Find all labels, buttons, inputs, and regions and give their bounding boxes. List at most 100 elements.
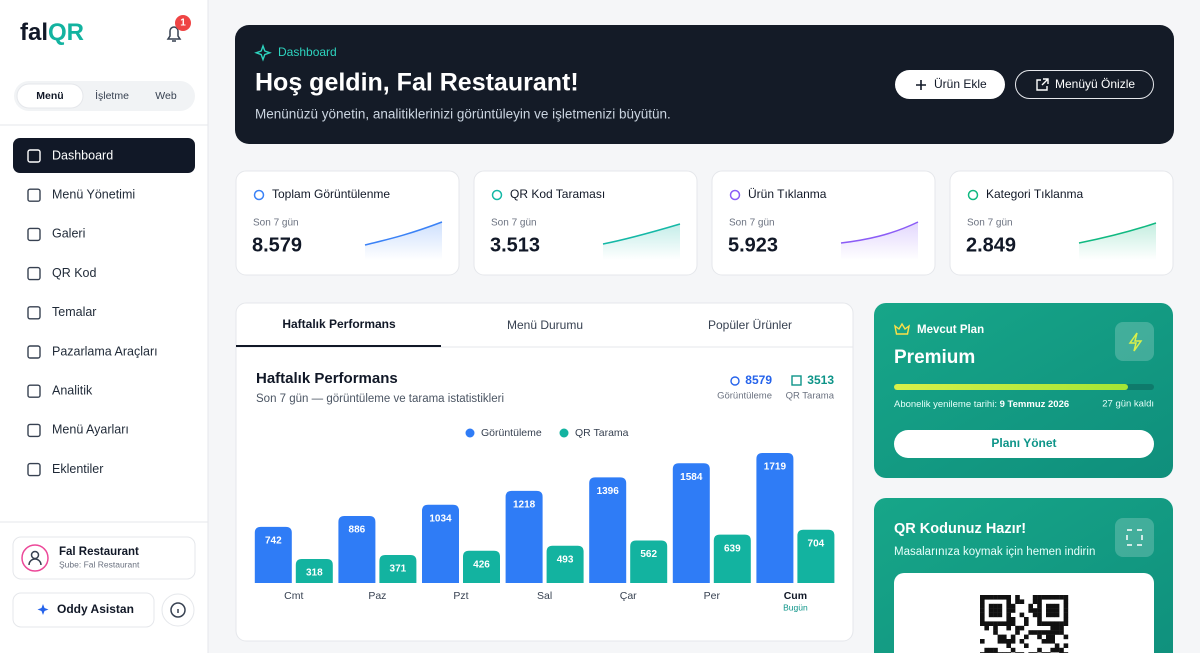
segment[interactable]: Menü [36,90,63,102]
legend-marker [465,428,475,438]
qr-module [980,621,985,626]
bar [338,515,376,583]
button-label[interactable]: Ürün Ekle [934,77,987,91]
plan-label: Mevcut Plan [917,324,984,336]
qr-module [1046,634,1051,640]
qr-module [1059,621,1064,626]
qr-module [1032,599,1038,604]
legend-label[interactable]: QR Tarama [575,427,629,439]
sparkle-icon [37,604,49,615]
segment[interactable]: Web [155,90,177,102]
stat-period: Son 7 gün [253,218,299,229]
stat-period: Son 7 gün [491,218,537,229]
bar-value-label: 886 [349,525,366,536]
legend-label[interactable]: Görüntüleme [481,427,542,439]
bar-value-label: 1218 [513,500,536,511]
qr-module [980,603,985,609]
qr-module [1063,599,1069,604]
nav-item[interactable]: Eklentiler [52,462,103,476]
segment-active[interactable] [16,83,84,109]
qr-module [993,608,998,613]
button-label[interactable]: Menüyü Önizle [1055,77,1135,91]
nav-icon [27,384,41,398]
sparkline [602,223,681,260]
qr-module [1019,599,1025,604]
profile-card[interactable] [12,536,196,580]
stat-value: 8.579 [252,234,302,256]
bar-value-label: 371 [390,564,407,575]
nav-item[interactable]: Pazarlama Araçları [52,344,158,358]
qr-module [997,603,1003,609]
sparkline-line [364,221,443,246]
qr-module [997,612,1003,618]
segment[interactable]: İşletme [95,89,129,102]
badge-count: 1 [180,18,186,29]
renewal-label: Abonelik yenileme tarihi: [894,399,997,410]
plus-icon [916,80,926,90]
qr-module [1059,625,1064,631]
bar [422,504,459,583]
assistant-label[interactable]: Oddy Asistan [57,602,134,616]
qr-module [984,595,989,600]
stat-title: Toplam Görüntülenme [272,187,390,201]
nav-icon [27,227,41,242]
qr-module [980,612,985,618]
qr-module [1063,643,1069,648]
manage-plan-button[interactable] [894,430,1154,458]
bell-icon [166,26,182,42]
assistant-button[interactable] [12,592,155,628]
qr-subtitle: Masalarınıza koymak için hemen indirin [894,546,1095,558]
x-tick-label: Sal [537,590,552,602]
panel-tab[interactable]: Popüler Ürünler [708,318,792,332]
header-bg [235,25,1174,144]
qr-module [1019,612,1025,618]
stat-period: Son 7 gün [729,218,775,229]
sparkline [364,221,443,260]
add-product-button[interactable] [895,70,1005,99]
eye-icon [730,376,740,386]
preview-button[interactable] [1015,70,1154,99]
qr-module [997,634,1003,640]
nav-item[interactable]: QR Kod [52,266,97,280]
qr-module [1010,617,1016,622]
bar [505,490,543,583]
qr-module [1037,599,1042,604]
bolt-icon [1128,332,1143,352]
button-label[interactable]: Planı Yönet [991,436,1056,450]
bar-value-label: 426 [473,559,490,570]
qr-module [1002,595,1007,600]
nav-item[interactable]: Menü Yönetimi [52,187,135,201]
panel-tab[interactable]: Menü Durumu [507,318,583,332]
stat-value: 2.849 [966,234,1016,256]
nav-item[interactable]: Analitik [52,383,93,397]
info-icon [170,602,186,618]
qr-code[interactable] [980,595,1069,653]
qr-module [988,621,994,626]
qr-icon [1126,529,1143,546]
bar-value-label: 493 [557,554,574,565]
bar-value-label: 562 [640,549,657,560]
nav-item[interactable]: Temalar [52,305,96,319]
qr-module [1024,621,1029,626]
qr-module [984,625,989,631]
nav-active-bg [13,138,195,173]
bar-value-label: 639 [724,543,741,554]
panel-tab[interactable]: Haftalık Performans [282,317,396,331]
qr-module [984,647,989,653]
qr-module [1010,603,1016,609]
sparkline-line [602,223,681,245]
qr-module [997,639,1003,644]
nav-item[interactable]: Dashboard [52,148,113,162]
qr-module [1032,612,1038,618]
nav-item[interactable]: Galeri [52,227,85,241]
header-label: Dashboard [278,45,337,59]
qr-module [1032,595,1038,600]
nav-item[interactable]: Menü Ayarları [52,423,129,437]
nav-icon [27,188,41,202]
bar-value-label: 1396 [597,486,620,497]
qr-module [1054,625,1060,631]
qr-module [1032,630,1038,635]
notifications[interactable]: 1 [166,15,191,42]
qr-module [1046,639,1051,644]
summary-label: QR Tarama [786,391,835,402]
